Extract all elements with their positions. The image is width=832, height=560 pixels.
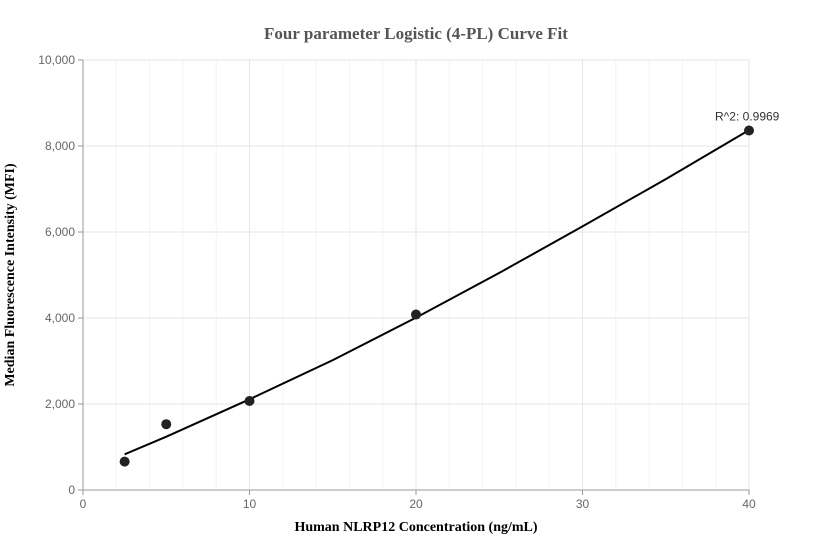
data-point (161, 419, 172, 430)
data-point (744, 125, 754, 136)
y-tick-label: 4,000 (45, 311, 75, 325)
x-tick-label: 10 (243, 497, 257, 511)
y-tick-label: 2,000 (45, 397, 75, 411)
data-point (244, 395, 255, 406)
y-tick-label: 8,000 (45, 139, 75, 153)
data-series (119, 125, 754, 467)
grid (83, 59, 750, 490)
x-tick-label: 20 (409, 497, 423, 511)
y-tick-label: 10,000 (38, 53, 75, 67)
x-tick-label: 0 (80, 497, 87, 511)
data-point (119, 456, 130, 467)
x-tick-label: 30 (576, 497, 590, 511)
y-tick-label: 0 (68, 483, 75, 497)
r-squared-annotation: R^2: 0.9969 (715, 110, 780, 124)
y-tick-label: 6,000 (45, 225, 75, 239)
data-point (411, 309, 421, 320)
fit-curve-line (124, 129, 750, 456)
y-axis-title: Median Fluorescence Intensity (MFI) (3, 163, 18, 387)
x-tick-label: 40 (742, 497, 756, 511)
axes (78, 59, 750, 495)
tick-labels: 0 10 20 30 40 0 2,000 4,000 6,000 8,000 10,000 (38, 53, 756, 511)
x-axis-title: Human NLRP12 Concentration (ng/mL) (294, 520, 537, 535)
chart-title: Four parameter Logistic (4-PL) Curve Fit (264, 24, 568, 43)
